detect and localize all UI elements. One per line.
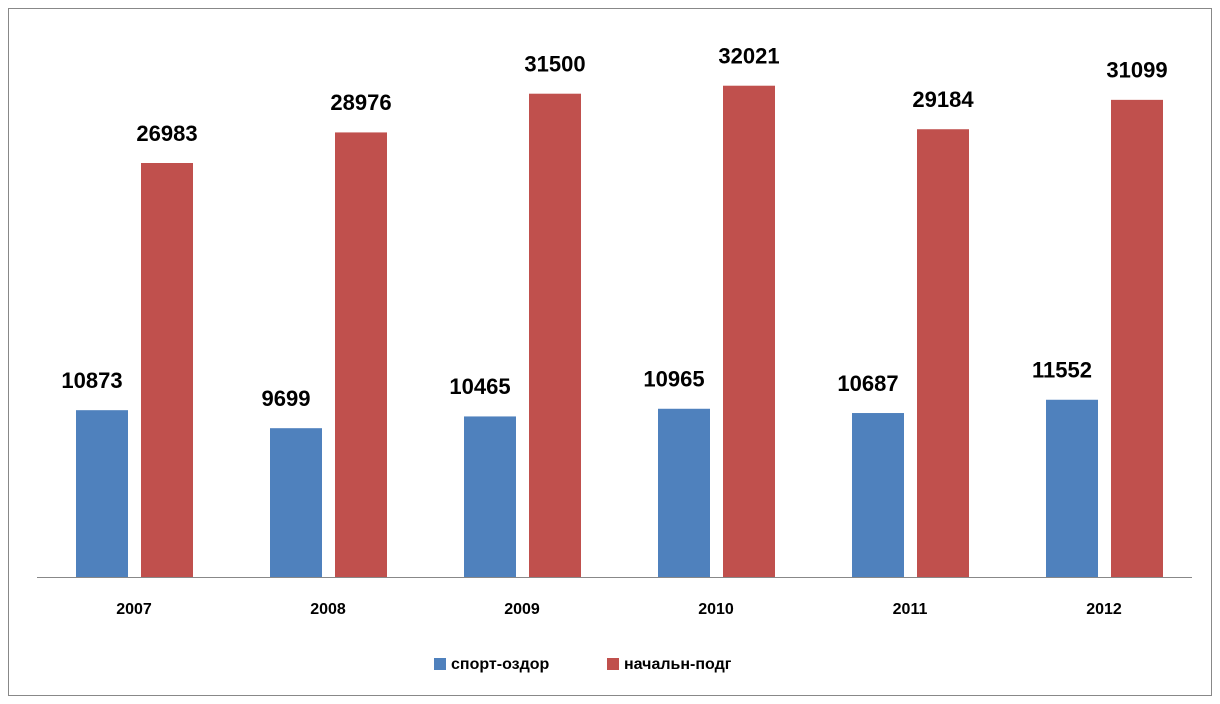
data-label: 31099 [1106,58,1167,83]
data-label: 29184 [912,87,974,112]
bar [917,129,969,577]
bar [1111,99,1163,578]
x-tick-label: 2010 [698,601,734,618]
chart-frame [8,8,1212,696]
x-tick-label: 2012 [1086,601,1122,618]
bar [464,416,516,577]
bar [335,132,387,578]
bar [141,163,193,577]
x-tick-label: 2007 [116,601,152,618]
bar [852,413,904,577]
legend-label: спорт-оздор [451,656,550,673]
bar [76,410,128,577]
data-label: 11552 [1032,358,1092,383]
data-label: 10965 [643,367,704,392]
bar [270,428,322,577]
legend-label: начальн-подг [624,656,732,673]
data-label: 10873 [61,368,122,393]
data-label: 31500 [524,52,585,77]
legend-swatch [607,658,619,670]
data-label: 10465 [449,374,510,399]
data-label: 26983 [136,121,197,146]
x-tick-label: 2009 [504,601,540,618]
x-tick-label: 2008 [310,601,346,618]
data-label: 32021 [718,44,779,69]
data-label: 10687 [837,371,898,396]
bar [529,93,581,577]
bar [1046,399,1098,577]
bar [658,408,710,577]
data-label: 28976 [330,90,391,115]
legend-swatch [434,658,446,670]
bar [723,85,775,578]
x-tick-label: 2011 [893,601,928,618]
data-label: 9699 [262,386,311,411]
